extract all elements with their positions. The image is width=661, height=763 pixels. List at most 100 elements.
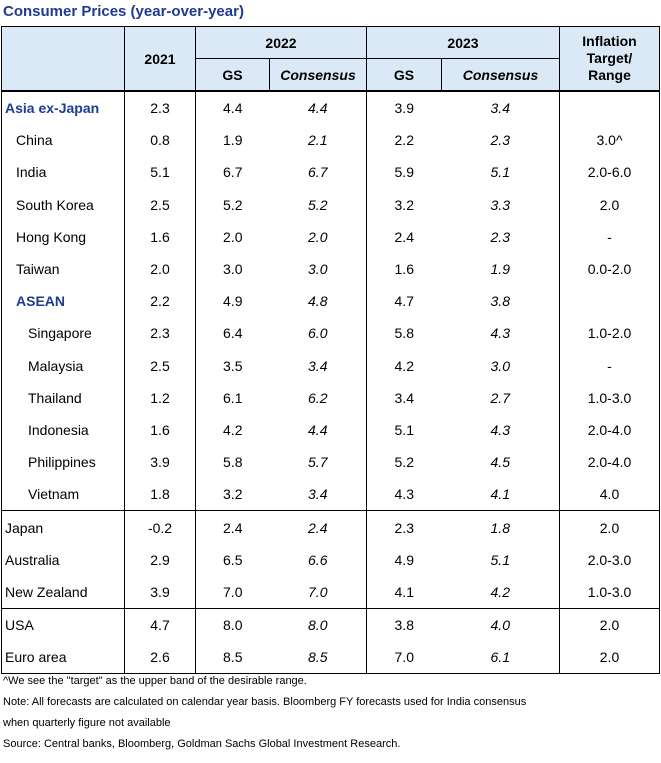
cell-con23: 4.3 <box>441 413 560 447</box>
cell-y2021: 0.8 <box>124 124 196 157</box>
cell-gs23: 5.9 <box>366 156 442 189</box>
cell-gs23: 2.4 <box>366 220 442 253</box>
cell-con22: 6.2 <box>269 381 367 414</box>
table-row: ASEAN 2.2 4.9 4.8 4.7 3.8 <box>1 285 660 318</box>
cell-con22: 2.1 <box>269 124 367 157</box>
cell-gs22: 2.4 <box>195 510 270 544</box>
cell-y2021: -0.2 <box>124 510 196 544</box>
table-row: Malaysia 2.5 3.5 3.4 4.2 3.0- <box>1 349 660 382</box>
footnote-note: Note: All forecasts are calculated on ca… <box>3 696 527 708</box>
table-row: USA 4.7 8.0 8.0 3.8 4.0 2.0 <box>1 608 660 642</box>
cell-y2021: 2.9 <box>124 543 196 576</box>
cell-y2021: 1.2 <box>124 381 196 414</box>
cell-con23: 4.1 <box>441 478 560 511</box>
cell-gs23: 5.8 <box>366 317 442 350</box>
cell-y2021: 1.6 <box>124 413 196 447</box>
cell-target: 3.0^ <box>559 124 660 157</box>
footnote-source: Source: Central banks, Bloomberg, Goldma… <box>3 738 401 750</box>
header-consensus-2023: Consensus <box>441 58 560 92</box>
table-row: Indonesia 1.6 4.2 4.4 5.1 4.3 2.0-4.0 <box>1 413 660 447</box>
table-row: Taiwan 2.0 3.0 3.0 1.6 1.9 0.0-2.0 <box>1 252 660 286</box>
cell-con23: 4.5 <box>441 446 560 479</box>
row-label: South Korea <box>1 188 125 221</box>
cell-target: 2.0 <box>559 608 660 642</box>
cell-gs22: 6.4 <box>195 317 270 350</box>
cell-gs22: 3.2 <box>195 478 270 511</box>
cell-con23: 4.2 <box>441 575 560 609</box>
row-label: New Zealand <box>1 575 125 609</box>
row-label: Vietnam <box>1 478 125 511</box>
cell-y2021: 2.5 <box>124 188 196 221</box>
cell-target: 2.0 <box>559 510 660 544</box>
cell-gs22: 5.2 <box>195 188 270 221</box>
cell-con23: 3.8 <box>441 285 560 318</box>
cell-con22: 3.0 <box>269 252 367 286</box>
cell-target: 2.0 <box>559 188 660 221</box>
table-row: Vietnam 1.8 3.2 3.4 4.3 4.1 4.0 <box>1 478 660 511</box>
cell-gs22: 4.4 <box>195 90 270 125</box>
header-inflation-line2: Target/ <box>586 50 633 66</box>
table-row: India 5.1 6.7 6.7 5.9 5.1 2.0-6.0 <box>1 156 660 189</box>
cell-con23: 2.3 <box>441 124 560 157</box>
cell-target: 2.0-6.0 <box>559 156 660 189</box>
cell-y2021: 1.8 <box>124 478 196 511</box>
cell-gs23: 2.3 <box>366 510 442 544</box>
cell-con23: 3.4 <box>441 90 560 125</box>
table-row: New Zealand 3.9 7.0 7.0 4.1 4.2 1.0-3.0 <box>1 575 660 609</box>
cell-con22: 2.0 <box>269 220 367 253</box>
cell-gs22: 2.0 <box>195 220 270 253</box>
header-gs-2022: GS <box>195 58 270 92</box>
cell-gs22: 6.7 <box>195 156 270 189</box>
cell-target: 2.0-3.0 <box>559 543 660 576</box>
cell-con23: 2.7 <box>441 381 560 414</box>
cell-target: 1.0-2.0 <box>559 317 660 350</box>
cell-target: 0.0-2.0 <box>559 252 660 286</box>
cell-con22: 7.0 <box>269 575 367 609</box>
table-row: Euro area 2.6 8.5 8.5 7.0 6.1 2.0 <box>1 641 660 675</box>
table-row: Asia ex-Japan 2.3 4.4 4.4 3.9 3.4 <box>1 90 660 125</box>
cell-con22: 3.4 <box>269 349 367 382</box>
cell-con22: 8.0 <box>269 608 367 642</box>
cell-y2021: 2.2 <box>124 285 196 318</box>
header-2021: 2021 <box>124 26 196 92</box>
cell-con23: 5.1 <box>441 156 560 189</box>
cell-target: 2.0 <box>559 641 660 675</box>
footnote-target: ^We see the "target" as the upper band o… <box>3 675 307 687</box>
page-title: Consumer Prices (year-over-year) <box>3 3 244 20</box>
cell-gs23: 2.2 <box>366 124 442 157</box>
header-inflation-line3: Range <box>588 67 631 83</box>
row-label: Euro area <box>1 641 125 675</box>
row-label: Indonesia <box>1 413 125 447</box>
header-gs-2023: GS <box>366 58 442 92</box>
cell-target: 2.0-4.0 <box>559 413 660 447</box>
cell-y2021: 4.7 <box>124 608 196 642</box>
table-row: Australia 2.9 6.5 6.6 4.9 5.1 2.0-3.0 <box>1 543 660 576</box>
cell-con22: 6.7 <box>269 156 367 189</box>
cell-y2021: 2.3 <box>124 90 196 125</box>
cell-target: - <box>559 220 660 253</box>
cell-gs23: 4.7 <box>366 285 442 318</box>
cell-y2021: 3.9 <box>124 575 196 609</box>
cell-y2021: 2.5 <box>124 349 196 382</box>
table-row: Singapore 2.3 6.4 6.0 5.8 4.3 1.0-2.0 <box>1 317 660 350</box>
cell-gs22: 4.2 <box>195 413 270 447</box>
cell-con23: 6.1 <box>441 641 560 675</box>
cell-gs23: 4.2 <box>366 349 442 382</box>
cell-gs23: 5.1 <box>366 413 442 447</box>
row-label: USA <box>1 608 125 642</box>
cell-con22: 3.4 <box>269 478 367 511</box>
cell-gs23: 7.0 <box>366 641 442 675</box>
cell-gs23: 4.3 <box>366 478 442 511</box>
cell-gs22: 3.5 <box>195 349 270 382</box>
table-row: Hong Kong 1.6 2.0 2.0 2.4 2.3- <box>1 220 660 253</box>
row-label: India <box>1 156 125 189</box>
cell-con22: 8.5 <box>269 641 367 675</box>
table-row: Japan -0.2 2.4 2.4 2.3 1.8 2.0 <box>1 510 660 544</box>
cell-con23: 4.0 <box>441 608 560 642</box>
cell-y2021: 2.3 <box>124 317 196 350</box>
cell-con22: 5.2 <box>269 188 367 221</box>
cell-con23: 3.0 <box>441 349 560 382</box>
header-inflation-line1: Inflation <box>582 33 637 49</box>
footnote-note-cont: when quarterly figure not available <box>3 717 171 729</box>
